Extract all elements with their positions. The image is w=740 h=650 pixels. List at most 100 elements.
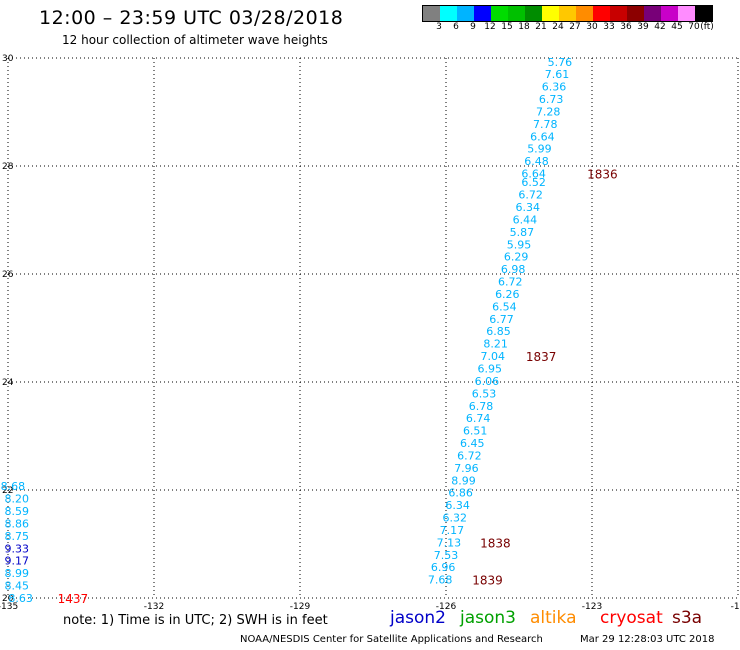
wave-height-label: 5.99 xyxy=(527,143,552,156)
wave-height-label: 5.87 xyxy=(510,226,535,239)
wave-height-label: 8.75 xyxy=(5,530,30,543)
wave-height-label: 9.33 xyxy=(5,542,30,555)
pass-time-label: 1836 xyxy=(587,168,618,182)
color-scale-labels: 3 6 9 12 15 18 21 24 27 30 33 36 39 42 45 70 (ft) xyxy=(422,22,740,34)
color-scale-label: 3 xyxy=(436,22,442,32)
wave-height-label: 6.54 xyxy=(492,300,517,313)
color-scale-label: 9 xyxy=(470,22,476,32)
y-tick-label: 22 xyxy=(2,486,13,496)
satellite-legend-cryosat: cryosat xyxy=(600,608,663,628)
wave-height-label: 6.48 xyxy=(524,155,549,168)
wave-height-label: 5.76 xyxy=(548,56,573,69)
color-swatch xyxy=(525,6,542,21)
wave-height-label: 6.86 xyxy=(448,487,473,500)
color-swatch xyxy=(508,6,525,21)
wave-height-label: 7.04 xyxy=(480,350,505,363)
color-swatch xyxy=(627,6,644,21)
wave-height-label: 7.13 xyxy=(437,536,462,549)
x-tick-label: -135 xyxy=(0,602,18,612)
color-swatch xyxy=(542,6,559,21)
y-tick-label: 26 xyxy=(2,270,14,280)
wave-height-label: 6.52 xyxy=(521,176,546,189)
wave-height-label: 5.95 xyxy=(507,238,532,251)
pass-time-label: 1838 xyxy=(480,536,511,550)
wave-height-label: 8.63 xyxy=(8,592,33,605)
wave-height-label: 6.77 xyxy=(489,313,514,326)
wave-height-label: 7.96 xyxy=(454,462,479,475)
wave-height-label: 8.99 xyxy=(451,474,476,487)
wave-height-label: 8.21 xyxy=(483,338,508,351)
wave-height-label: 6.98 xyxy=(501,263,526,276)
y-tick-label: 30 xyxy=(2,54,14,64)
color-scale-label: 12 xyxy=(484,22,496,32)
y-tick-label: 20 xyxy=(2,594,14,604)
grid-lines xyxy=(7,57,739,599)
page-subtitle: 12 hour collection of altimeter wave hei… xyxy=(62,33,328,47)
page-title: 12:00 – 23:59 UTC 03/28/2018 xyxy=(39,7,344,29)
wave-height-label: 6.95 xyxy=(478,363,503,376)
wave-height-label: 7.68 xyxy=(428,574,453,587)
wave-height-label: 7.78 xyxy=(533,118,558,131)
wave-height-label: 6.29 xyxy=(504,251,529,264)
y-tick-label: 24 xyxy=(2,378,14,388)
wave-height-label: 7.28 xyxy=(536,105,561,118)
color-scale-label: 15 xyxy=(501,22,513,32)
color-scale-label: 33 xyxy=(603,22,615,32)
color-swatch xyxy=(610,6,627,21)
color-swatch xyxy=(661,6,678,21)
wave-height-label: 6.53 xyxy=(472,387,497,400)
color-swatch xyxy=(695,6,712,21)
color-swatch xyxy=(559,6,576,21)
wave-height-label: 6.96 xyxy=(431,561,456,574)
x-tick-label: -12 xyxy=(731,602,740,612)
generated-timestamp: Mar 29 12:28:03 UTC 2018 xyxy=(580,634,715,645)
pass-time-label: 1437 xyxy=(58,592,89,606)
color-swatch xyxy=(474,6,491,21)
color-scale-label: (ft) xyxy=(700,22,714,32)
wave-height-label: 6.78 xyxy=(469,400,494,413)
wave-height-label: 9.17 xyxy=(5,555,30,568)
wave-height-label: 6.06 xyxy=(475,375,500,388)
axis-ticks: -135 -132 -129 -126 -123 -12 30 28 26 24 22 20 xyxy=(0,54,740,612)
color-swatch xyxy=(644,6,661,21)
color-scale-bar xyxy=(422,5,713,22)
wave-height-label: 6.34 xyxy=(516,201,541,214)
color-scale-label: 24 xyxy=(552,22,564,32)
wave-height-label: 8.99 xyxy=(5,567,30,580)
satellite-legend-jason3: jason3 xyxy=(460,608,516,628)
wave-height-label: 6.73 xyxy=(539,93,564,106)
wave-height-label: 6.85 xyxy=(486,325,511,338)
color-scale-label: 27 xyxy=(569,22,581,32)
wave-height-label: 6.72 xyxy=(457,449,482,462)
wave-height-label: 6.64 xyxy=(530,130,555,143)
color-swatch xyxy=(423,6,440,21)
color-scale-label: 70 xyxy=(688,22,700,32)
color-swatch xyxy=(593,6,610,21)
wave-height-label: 8.86 xyxy=(5,517,30,530)
color-swatch xyxy=(457,6,474,21)
wave-height-label: 6.45 xyxy=(460,437,485,450)
color-swatch xyxy=(678,6,695,21)
wave-height-label: 6.44 xyxy=(513,213,538,226)
wave-height-label: 6.26 xyxy=(495,288,520,301)
data-points: 5.767.616.366.737.287.786.645.996.486.64… xyxy=(1,56,618,606)
wave-height-label: 6.51 xyxy=(463,425,488,438)
x-tick-label: -123 xyxy=(582,602,602,612)
footnote: note: 1) Time is in UTC; 2) SWH is in fe… xyxy=(63,613,328,628)
credit-line: NOAA/NESDIS Center for Satellite Applica… xyxy=(240,634,543,645)
wave-height-label: 8.68 xyxy=(1,480,26,493)
pass-time-label: 1837 xyxy=(526,350,557,364)
color-scale-label: 21 xyxy=(535,22,547,32)
color-swatch xyxy=(576,6,593,21)
wave-height-label: 6.72 xyxy=(518,189,543,202)
wave-height-label: 7.53 xyxy=(434,549,459,562)
color-scale-label: 39 xyxy=(637,22,649,32)
wave-height-label: 8.59 xyxy=(5,505,30,518)
wave-height-label: 6.36 xyxy=(542,81,567,94)
x-tick-label: -126 xyxy=(436,602,457,612)
x-tick-label: -132 xyxy=(144,602,164,612)
color-swatch xyxy=(440,6,457,21)
x-tick-label: -129 xyxy=(290,602,311,612)
color-scale-label: 36 xyxy=(620,22,632,32)
wave-height-label: 7.61 xyxy=(545,68,570,81)
